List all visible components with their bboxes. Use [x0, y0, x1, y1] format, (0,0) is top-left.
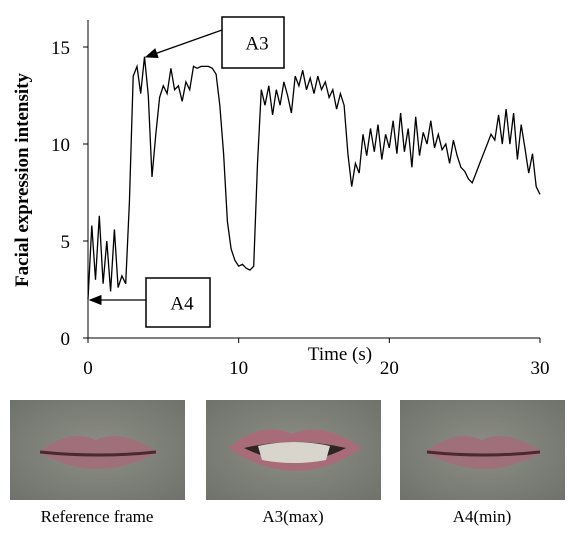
image-max [206, 400, 381, 500]
x-tick-label: 30 [531, 358, 550, 379]
y-tick-label: 5 [61, 232, 71, 253]
annotation-arrow [144, 29, 223, 58]
annotation-label: A4 [170, 294, 194, 315]
annotation-label: A3 [245, 34, 268, 55]
y-tick-label: 10 [51, 135, 70, 156]
image-min [400, 400, 565, 500]
x-tick-label: 20 [380, 358, 399, 379]
x-tick-label: 0 [83, 358, 93, 379]
y-tick-label: 0 [61, 329, 71, 350]
caption: A3(max) [262, 507, 323, 526]
image-reference [10, 400, 185, 500]
annotation-box [145, 277, 211, 328]
caption: Reference frame [41, 507, 154, 526]
series-line [87, 56, 541, 300]
caption: A4(min) [453, 507, 512, 526]
x-axis-label: Time (s) [308, 344, 372, 365]
x-tick-label: 10 [229, 358, 248, 379]
y-tick-label: 15 [51, 38, 70, 59]
y-axis-label: Facial expression intensity [12, 73, 33, 287]
annotation-box [221, 16, 285, 69]
